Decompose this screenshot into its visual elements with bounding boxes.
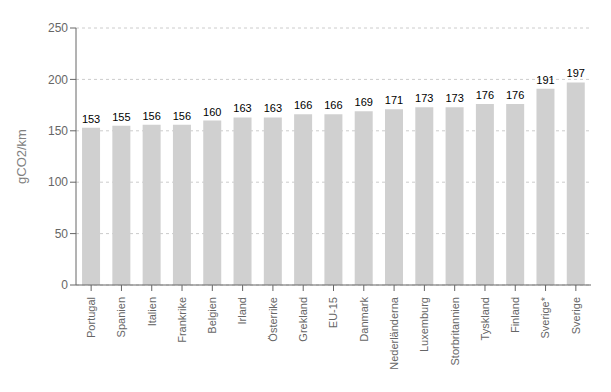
svg-text:156: 156 <box>142 110 160 122</box>
svg-text:176: 176 <box>506 89 524 101</box>
svg-text:Nederländerna: Nederländerna <box>388 296 400 370</box>
svg-text:173: 173 <box>415 92 433 104</box>
svg-text:166: 166 <box>294 99 312 111</box>
svg-text:163: 163 <box>233 102 251 114</box>
svg-text:0: 0 <box>61 278 68 292</box>
svg-text:171: 171 <box>385 94 403 106</box>
svg-text:Italien: Italien <box>146 297 158 326</box>
svg-text:Finland: Finland <box>509 297 521 333</box>
svg-text:200: 200 <box>48 73 68 87</box>
svg-text:166: 166 <box>324 99 342 111</box>
svg-text:Sverige: Sverige <box>570 297 582 334</box>
svg-text:197: 197 <box>567 67 585 79</box>
svg-text:100: 100 <box>48 175 68 189</box>
svg-text:250: 250 <box>48 21 68 35</box>
svg-text:Tyskland: Tyskland <box>479 297 491 340</box>
svg-text:160: 160 <box>203 106 221 118</box>
svg-text:Danmark: Danmark <box>358 297 370 342</box>
svg-text:Sverige*: Sverige* <box>539 296 551 338</box>
svg-text:169: 169 <box>355 96 373 108</box>
svg-text:Frankrike: Frankrike <box>176 297 188 343</box>
svg-text:Luxemburg: Luxemburg <box>418 297 430 352</box>
svg-text:176: 176 <box>476 89 494 101</box>
svg-text:191: 191 <box>536 74 554 86</box>
svg-text:155: 155 <box>112 111 130 123</box>
svg-text:50: 50 <box>55 227 69 241</box>
svg-text:153: 153 <box>82 113 100 125</box>
svg-text:Grekland: Grekland <box>297 297 309 342</box>
svg-text:Portugal: Portugal <box>85 297 97 338</box>
svg-text:Belgien: Belgien <box>206 297 218 334</box>
svg-text:173: 173 <box>445 92 463 104</box>
svg-text:156: 156 <box>173 110 191 122</box>
svg-text:Spanien: Spanien <box>115 297 127 337</box>
svg-text:gCO2/km: gCO2/km <box>14 129 29 184</box>
svg-text:150: 150 <box>48 124 68 138</box>
svg-text:Österrike: Österrike <box>267 297 279 342</box>
svg-text:Storbritannien: Storbritannien <box>449 297 461 366</box>
svg-text:EU-15: EU-15 <box>327 297 339 328</box>
svg-text:163: 163 <box>264 102 282 114</box>
svg-text:Irland: Irland <box>236 297 248 325</box>
